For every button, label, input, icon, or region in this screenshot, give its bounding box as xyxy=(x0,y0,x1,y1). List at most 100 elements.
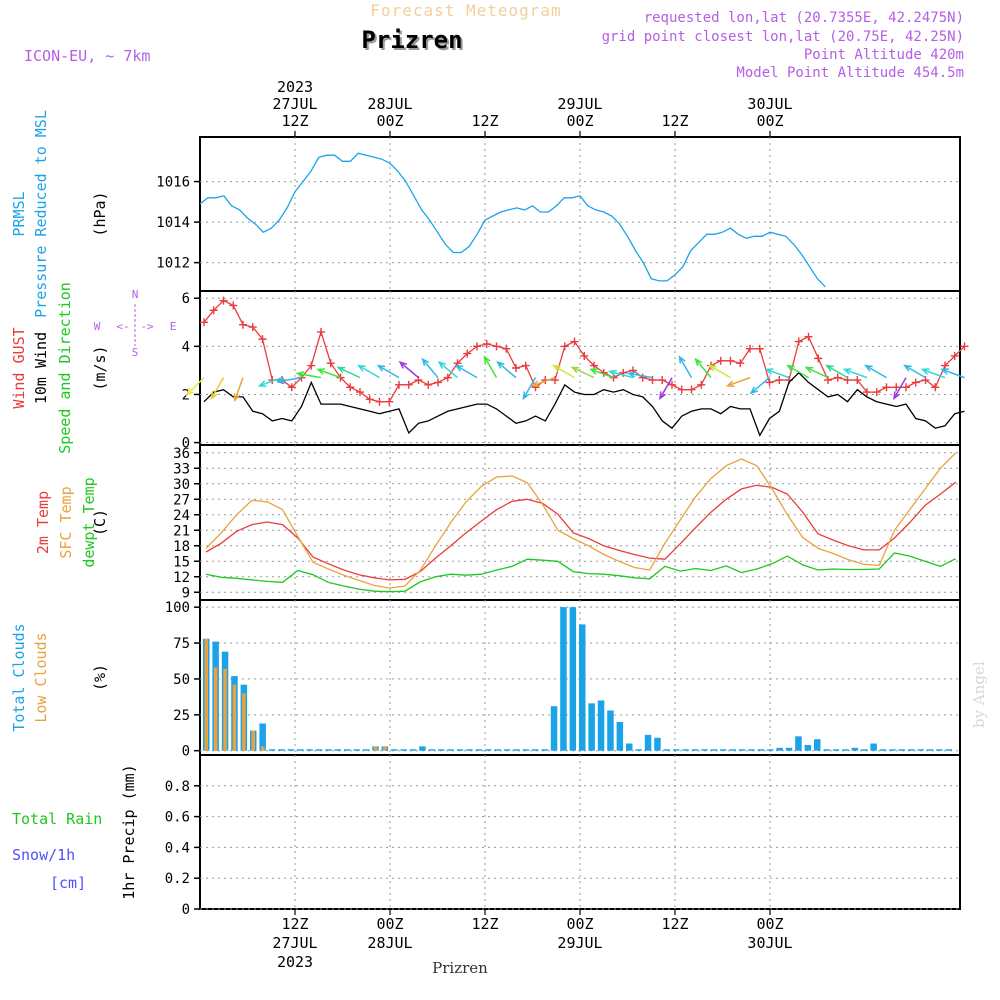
wind-direction-arrowhead xyxy=(825,364,834,372)
gust-marker xyxy=(590,361,598,370)
gust-marker xyxy=(385,397,394,406)
panel-1-side-label: 10m Wind xyxy=(32,332,50,404)
panel-3-bar-total-clouds xyxy=(785,747,793,751)
wind-direction-arrow xyxy=(694,358,712,379)
top-time-label: 29JUL xyxy=(557,95,602,113)
gust-marker xyxy=(892,383,901,392)
panel-3-bar-total-clouds xyxy=(823,749,830,751)
wind-direction-arrowhead xyxy=(522,391,530,401)
panel-3-bar-total-clouds xyxy=(522,749,530,751)
panel-1-ylabel: (m/s) xyxy=(91,345,109,390)
panel-3-bar-total-clouds xyxy=(729,749,736,751)
panel-4-ytick-label: 0.8 xyxy=(165,779,190,795)
panel-3-bar-total-clouds xyxy=(503,749,511,751)
wind-direction-arrowhead xyxy=(804,366,814,374)
wind-direction-arrowhead xyxy=(552,364,561,372)
panel-3-bar-total-clouds xyxy=(767,749,774,751)
panel-3-bar-total-clouds xyxy=(804,744,812,751)
gust-marker xyxy=(716,356,725,365)
wind-direction-arrowhead xyxy=(233,393,241,402)
panel-1-side-label: Speed and Direction xyxy=(56,282,74,454)
panel-3-bar-total-clouds xyxy=(814,739,821,751)
top-time-label: 00Z xyxy=(756,112,783,130)
panel-2-ytick-label: 27 xyxy=(173,492,190,508)
gust-marker xyxy=(473,342,481,351)
panel-1-ytick-label: 4 xyxy=(182,339,190,355)
bottom-time-label: 2023 xyxy=(277,953,313,971)
model-altitude: Model Point Altitude 454.5m xyxy=(736,65,964,81)
wind-direction-arrowhead xyxy=(694,357,703,367)
panel-3-bar-total-clouds xyxy=(353,749,360,751)
wind-direction-arrowhead xyxy=(295,371,305,378)
panel-3-bar-total-clouds xyxy=(428,749,436,751)
top-time-label: 27JUL xyxy=(272,95,317,113)
panel-3-bar-low-clouds xyxy=(204,638,208,751)
panel-3-bar-total-clouds xyxy=(513,749,520,751)
panel-3-bar-total-clouds xyxy=(268,749,276,751)
gust-marker xyxy=(307,361,316,370)
panel-3-bar-total-clouds xyxy=(494,749,501,751)
panel-3-ytick-label: 100 xyxy=(165,600,190,616)
wind-direction-arrow xyxy=(904,364,926,379)
wind-direction-arrowhead xyxy=(893,391,901,401)
panel-4-ytick-label: 0.4 xyxy=(165,840,190,856)
wind-direction-arrowhead xyxy=(316,368,325,375)
panel-3-bar-total-clouds xyxy=(259,723,266,751)
panel-3-ytick-label: 25 xyxy=(173,708,190,724)
gust-marker xyxy=(395,380,403,389)
compass-arrow-left: <- xyxy=(116,320,129,333)
wind-direction-arrow xyxy=(186,377,205,396)
compass-arrow-right: -> xyxy=(140,320,154,333)
panel-3-bar-total-clouds xyxy=(682,749,689,751)
panel-1-series-wind-gust xyxy=(203,299,965,403)
panel-3-bar-low-clouds xyxy=(213,667,218,751)
gust-marker xyxy=(668,380,676,389)
wind-direction-arrow xyxy=(805,366,829,379)
panel-0-ytick-label: 1016 xyxy=(156,175,190,191)
top-time-label: 00Z xyxy=(566,112,593,130)
top-time-label: 12Z xyxy=(281,112,308,130)
gust-marker xyxy=(960,342,969,351)
panel-0-series-prmsl xyxy=(199,152,826,288)
top-time-label: 30JUL xyxy=(747,95,792,113)
panel-3-bar-total-clouds xyxy=(936,749,943,751)
panel-3-bar-low-clouds xyxy=(232,684,237,751)
panel-3-bar-total-clouds xyxy=(738,749,746,751)
panel-3-bar-total-clouds xyxy=(851,747,859,751)
compass-w: W xyxy=(94,320,101,333)
point-altitude: Point Altitude 420m xyxy=(804,47,964,63)
panel-3-bar-total-clouds xyxy=(748,749,755,751)
panel-3-bar-total-clouds xyxy=(691,749,699,751)
bottom-time-label: 12Z xyxy=(471,915,498,933)
top-time-label: 00Z xyxy=(376,112,403,130)
wind-direction-arrow xyxy=(210,377,225,399)
panel-3-bar-total-clouds xyxy=(870,743,877,751)
panel-3-bar-total-clouds xyxy=(278,749,285,751)
panel-3-bar-total-clouds xyxy=(287,749,295,751)
gust-marker xyxy=(560,342,569,351)
panel-4-ylabel: 1hr Precip (mm) xyxy=(120,764,138,899)
panel-3-bar-total-clouds xyxy=(795,736,802,751)
gust-marker xyxy=(736,359,745,368)
panel-3-bar-total-clouds xyxy=(635,749,642,751)
compass-n: N xyxy=(132,288,139,301)
panel-3-bar-total-clouds xyxy=(720,749,727,751)
panel-2-ytick-label: 30 xyxy=(173,477,190,493)
wind-direction-arrow xyxy=(297,372,322,379)
gust-marker xyxy=(434,378,442,387)
panel-2-ytick-label: 36 xyxy=(173,446,190,462)
panel-3-side-label: Low Clouds xyxy=(32,632,50,722)
gust-marker xyxy=(287,383,296,392)
gust-marker xyxy=(219,296,228,305)
panel-3-bar-total-clouds xyxy=(569,607,577,751)
panel-3-bar-low-clouds xyxy=(242,693,246,751)
panel-3-bar-total-clouds xyxy=(673,749,680,751)
gust-marker xyxy=(687,385,696,394)
gust-marker xyxy=(882,383,891,392)
panel-3-bar-total-clouds xyxy=(579,624,586,751)
gust-marker xyxy=(492,342,501,351)
panel-4-ytick-label: 0.2 xyxy=(165,871,190,887)
wind-direction-arrowhead xyxy=(421,357,430,367)
panel-2-side-label: dewpt Temp xyxy=(80,477,98,567)
bottom-time-label: 28JUL xyxy=(367,934,412,952)
